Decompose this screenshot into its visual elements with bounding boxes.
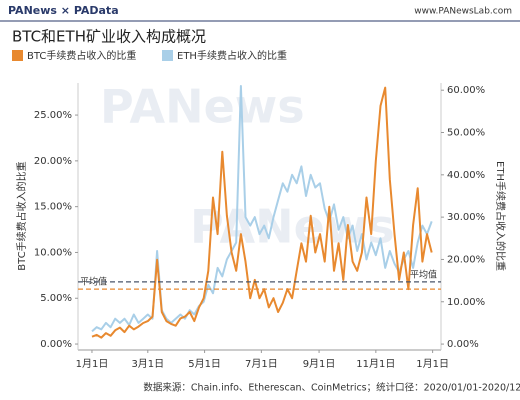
y-tick-label: 25.00% <box>34 110 72 121</box>
site: www.PANewsLab.com <box>414 7 512 17</box>
y2-axis-title: ETH手续费占收入的比重 <box>494 161 507 271</box>
y2-tick-label: 30.00% <box>447 212 485 223</box>
y2-tick-label: 10.00% <box>447 297 485 308</box>
y-tick-label: 0.00% <box>40 339 72 350</box>
legend-swatch <box>162 50 173 61</box>
y2-tick-label: 60.00% <box>447 85 485 96</box>
watermark: PANews <box>190 200 395 254</box>
legend-swatch <box>12 50 23 61</box>
series-line <box>91 85 433 333</box>
y2-tick-label: 20.00% <box>447 254 485 265</box>
y-tick-label: 5.00% <box>40 293 72 304</box>
y2-tick-label: 0.00% <box>447 339 479 350</box>
y-tick-label: 20.00% <box>34 156 72 167</box>
x-tick-label: 11月1日 <box>356 358 395 370</box>
chart-title: BTC和ETH矿业收入构成概况 <box>12 28 206 46</box>
x-tick-label: 7月1日 <box>245 358 278 370</box>
x-tick-label: 1月1日 <box>416 358 449 370</box>
source-note: 数据来源：Chain.info、Etherescan、CoinMetrics；统… <box>143 382 520 394</box>
logo: PANews × PAData <box>8 4 119 17</box>
x-tick-label: 3月1日 <box>131 358 164 370</box>
watermark: PANews <box>100 80 305 134</box>
x-tick-label: 9月1日 <box>303 358 336 370</box>
y-tick-label: 15.00% <box>34 202 72 213</box>
y2-tick-label: 50.00% <box>447 128 485 139</box>
y-axis-title: BTC手续费占收入的比重 <box>15 161 28 270</box>
series-line <box>91 86 433 339</box>
legend-label: BTC手续费占收入的比重 <box>27 49 136 62</box>
x-tick-label: 1月1日 <box>76 358 109 370</box>
average-label: 平均值 <box>410 268 437 280</box>
y-tick-label: 10.00% <box>34 247 72 258</box>
y2-tick-label: 40.00% <box>447 170 485 181</box>
legend-label: ETH手续费占收入的比重 <box>177 49 287 62</box>
average-label: 平均值 <box>80 276 107 288</box>
x-tick-label: 5月1日 <box>188 358 221 370</box>
